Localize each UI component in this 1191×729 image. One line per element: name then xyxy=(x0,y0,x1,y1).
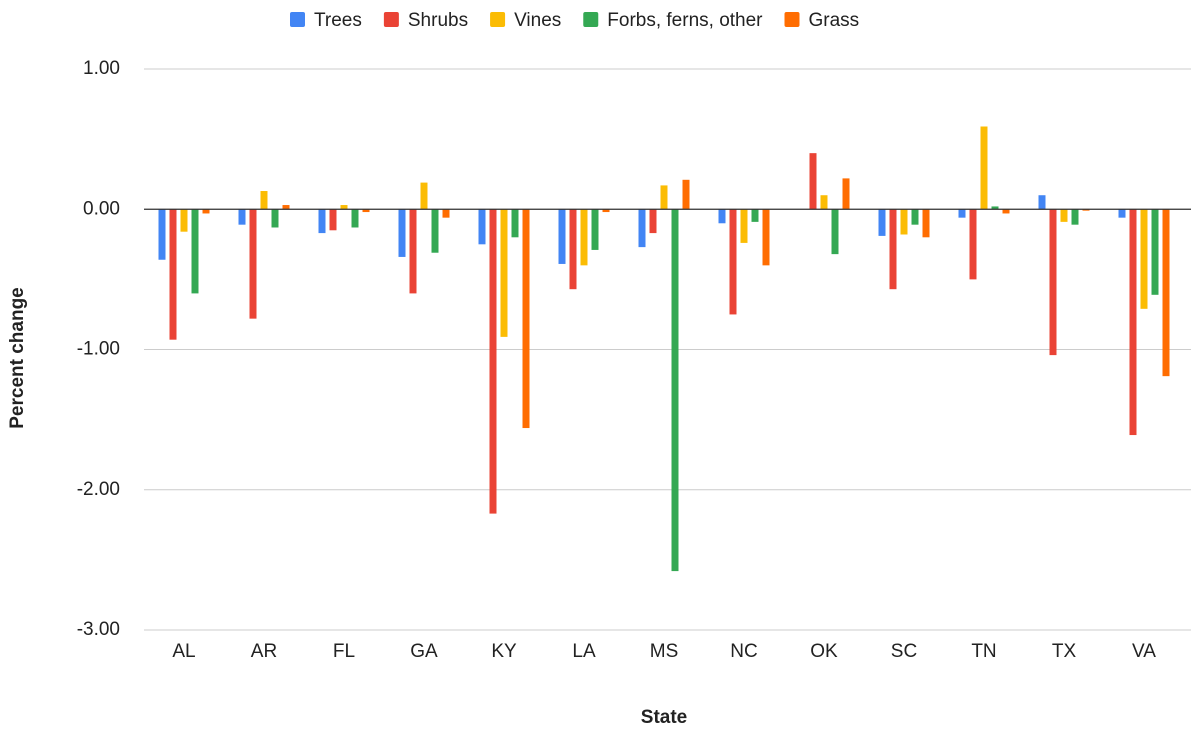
bar xyxy=(271,209,279,228)
bar xyxy=(580,209,588,266)
y-tick-label: 1.00 xyxy=(83,58,120,79)
bar xyxy=(660,185,668,210)
x-tick-label: FL xyxy=(333,641,355,662)
bar xyxy=(238,209,246,225)
bar xyxy=(1151,209,1159,295)
bar xyxy=(671,209,679,572)
bar xyxy=(649,209,657,234)
x-tick-label: AR xyxy=(251,641,277,662)
bar xyxy=(1082,209,1090,211)
bar xyxy=(911,209,919,225)
bar xyxy=(1038,195,1046,210)
legend-swatch xyxy=(290,12,305,27)
bar xyxy=(980,126,988,210)
bar xyxy=(842,178,850,210)
bar xyxy=(420,182,428,210)
y-tick-label: -1.00 xyxy=(77,339,120,360)
bar xyxy=(638,209,646,248)
bar xyxy=(718,209,726,224)
bar xyxy=(878,209,886,236)
bar xyxy=(820,195,828,210)
x-tick-label: NC xyxy=(730,641,757,662)
bar xyxy=(329,209,337,231)
x-tick-label: VA xyxy=(1132,641,1156,662)
legend-label: Vines xyxy=(514,10,561,31)
bar xyxy=(362,209,370,213)
bar xyxy=(991,206,999,210)
bar xyxy=(500,209,508,337)
bar xyxy=(729,209,737,315)
bar xyxy=(740,209,748,243)
x-tick-label: LA xyxy=(572,641,596,662)
x-tick-label: TN xyxy=(971,641,996,662)
bar xyxy=(260,191,268,210)
bar xyxy=(762,209,770,266)
legend-swatch xyxy=(490,12,506,27)
legend-label: Trees xyxy=(314,10,362,31)
bar xyxy=(1002,209,1010,214)
x-tick-label: KY xyxy=(491,641,517,662)
legend-swatch xyxy=(583,12,599,27)
bar xyxy=(569,209,577,290)
bar xyxy=(889,209,897,290)
bar xyxy=(318,209,326,234)
bar xyxy=(409,209,417,294)
bar xyxy=(442,209,450,218)
x-tick-label: TX xyxy=(1052,641,1077,662)
bar xyxy=(1060,209,1068,222)
bar xyxy=(682,179,690,210)
x-tick-label: OK xyxy=(810,641,838,662)
bar xyxy=(1129,209,1137,436)
bar xyxy=(169,209,177,340)
bar xyxy=(398,209,406,257)
legend-label: Shrubs xyxy=(408,10,468,31)
bar xyxy=(180,209,188,232)
bar xyxy=(1140,209,1148,309)
y-tick-label: 0.00 xyxy=(83,198,120,219)
x-tick-label: MS xyxy=(650,641,679,662)
bar xyxy=(591,209,599,250)
bar xyxy=(958,209,966,218)
y-tick-label: -3.00 xyxy=(77,619,120,640)
bar xyxy=(809,153,817,210)
legend-swatch xyxy=(784,12,800,27)
bar xyxy=(158,209,166,260)
bar xyxy=(522,209,530,429)
x-tick-label: SC xyxy=(891,641,917,662)
bar xyxy=(431,209,439,253)
bar xyxy=(489,209,497,514)
bar xyxy=(922,209,930,238)
bar xyxy=(602,209,610,213)
bar xyxy=(1118,209,1126,218)
bar xyxy=(1071,209,1079,225)
y-axis-title: Percent change xyxy=(7,287,28,429)
bar xyxy=(1049,209,1057,356)
x-tick-label: AL xyxy=(172,641,195,662)
bar xyxy=(340,205,348,210)
bar xyxy=(751,209,759,222)
bar xyxy=(202,209,210,214)
bar xyxy=(191,209,199,294)
legend-label: Grass xyxy=(809,10,860,31)
x-axis-title: State xyxy=(641,707,687,728)
x-tick-label: GA xyxy=(410,641,438,662)
legend-swatch xyxy=(383,12,399,27)
y-tick-label: -2.00 xyxy=(77,479,120,500)
bar xyxy=(900,209,908,235)
bar xyxy=(831,209,839,255)
bar xyxy=(478,209,486,245)
bar xyxy=(1162,209,1170,377)
legend-label: Forbs, ferns, other xyxy=(607,10,763,31)
bar xyxy=(511,209,519,238)
bar xyxy=(969,209,977,280)
bar xyxy=(282,205,290,210)
bar xyxy=(558,209,566,264)
bar xyxy=(249,209,257,319)
bar xyxy=(351,209,359,228)
